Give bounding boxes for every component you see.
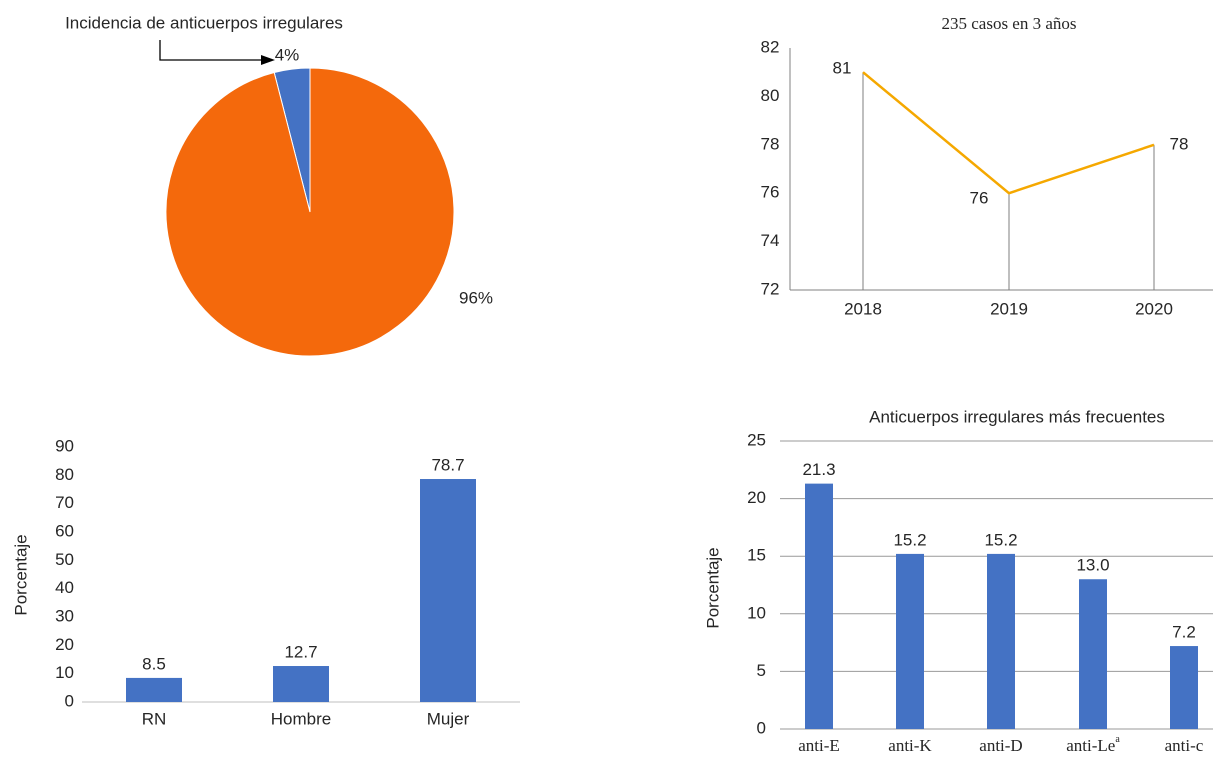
line-ytick-label: 82 bbox=[761, 37, 780, 56]
bar-ab-category-label: anti-E bbox=[798, 736, 840, 755]
bar-chart-sex: Porcentaje 0 10 20 30 40 50 60 70 80 90 8.5 RN 12.7 Ho… bbox=[11, 436, 520, 728]
bar-sex-ylabel: Porcentaje bbox=[11, 534, 30, 615]
pie-arrow-line bbox=[159, 40, 262, 61]
bar-ab-anti-c bbox=[1170, 646, 1198, 729]
bar-ab-ytick-label: 10 bbox=[747, 603, 766, 622]
line-xtick-label: 2020 bbox=[1135, 299, 1173, 318]
line-chart: 235 casos en 3 años 72 74 76 78 80 82 2018 2019 2… bbox=[761, 14, 1213, 318]
bar-sex-category-label: Hombre bbox=[271, 709, 331, 728]
bar-ab-anti-e bbox=[805, 483, 833, 729]
pie-label-minor: 4% bbox=[275, 45, 300, 64]
bar-ab-ytick-label: 5 bbox=[757, 661, 766, 680]
bar-sex-ytick-label: 60 bbox=[55, 521, 74, 540]
bar-ab-anti-k bbox=[896, 553, 924, 729]
bar-ab-ytick-label: 0 bbox=[757, 718, 766, 737]
line-ytick-label: 76 bbox=[761, 183, 780, 202]
line-ytick-label: 74 bbox=[761, 231, 780, 250]
line-series bbox=[862, 71, 1155, 195]
pie-arrow-head bbox=[261, 55, 275, 65]
line-xtick-label: 2019 bbox=[990, 299, 1028, 318]
line-ytick-label: 80 bbox=[761, 86, 780, 105]
bar-sex-category-label: RN bbox=[142, 709, 167, 728]
bar-sex-ytick-label: 40 bbox=[55, 578, 74, 597]
bar-ab-ylabel: Porcentaje bbox=[703, 547, 722, 628]
bar-sex-ytick-label: 0 bbox=[65, 691, 74, 710]
line-ytick-label: 72 bbox=[761, 279, 780, 298]
bar-ab-data-label: 21.3 bbox=[802, 460, 835, 479]
bar-chart-antibodies: Anticuerpos irregulares más frecuentes Po… bbox=[703, 407, 1213, 755]
bar-ab-data-label: 7.2 bbox=[1172, 623, 1196, 642]
line-data-label: 76 bbox=[970, 189, 989, 208]
line-xtick-label: 2018 bbox=[844, 299, 882, 318]
bar-sex-hombre bbox=[273, 666, 329, 702]
bar-ab-ytick-label: 25 bbox=[747, 430, 766, 449]
bar-ab-data-label: 15.2 bbox=[984, 530, 1017, 549]
pie-title: Incidencia de anticuerpos irregulares bbox=[65, 13, 343, 32]
bar-sex-ytick-label: 20 bbox=[55, 635, 74, 654]
bar-ab-category-label: anti-D bbox=[979, 736, 1022, 755]
bar-ab-category-label: anti-Lea bbox=[1066, 734, 1120, 755]
bar-sex-ytick-label: 90 bbox=[55, 436, 74, 455]
bar-sex-ytick-label: 30 bbox=[55, 606, 74, 625]
pie-label-major: 96% bbox=[459, 288, 493, 307]
bar-ab-ytick-label: 15 bbox=[747, 546, 766, 565]
bar-sex-category-label: Mujer bbox=[427, 709, 470, 728]
bar-ab-anti-le bbox=[1079, 579, 1107, 729]
bar-ab-category-label: anti-c bbox=[1165, 736, 1204, 755]
bar-sex-ytick-label: 10 bbox=[55, 663, 74, 682]
line-title: 235 casos en 3 años bbox=[941, 14, 1076, 33]
bar-sex-rn bbox=[126, 677, 182, 702]
bar-sex-data-label: 12.7 bbox=[284, 643, 317, 662]
bar-sex-ytick-label: 70 bbox=[55, 493, 74, 512]
bar-ab-data-label: 13.0 bbox=[1076, 556, 1109, 575]
bar-ab-title: Anticuerpos irregulares más frecuentes bbox=[869, 407, 1165, 426]
bar-sex-data-label: 78.7 bbox=[431, 456, 464, 475]
pie-chart: Incidencia de anticuerpos irregulares 4% 9… bbox=[65, 13, 493, 357]
bar-ab-category-label: anti-K bbox=[888, 736, 932, 755]
bar-ab-anti-d bbox=[987, 553, 1015, 729]
line-data-label: 78 bbox=[1170, 134, 1189, 153]
line-ytick-label: 78 bbox=[761, 134, 780, 153]
bar-ab-ytick-label: 20 bbox=[747, 488, 766, 507]
bar-sex-data-label: 8.5 bbox=[142, 654, 166, 673]
bar-ab-data-label: 15.2 bbox=[893, 530, 926, 549]
pie-slice-96pct bbox=[165, 67, 455, 357]
bar-sex-ytick-label: 80 bbox=[55, 465, 74, 484]
bar-sex-ytick-label: 50 bbox=[55, 550, 74, 569]
bar-sex-mujer bbox=[420, 479, 476, 702]
line-data-label: 81 bbox=[833, 59, 852, 78]
